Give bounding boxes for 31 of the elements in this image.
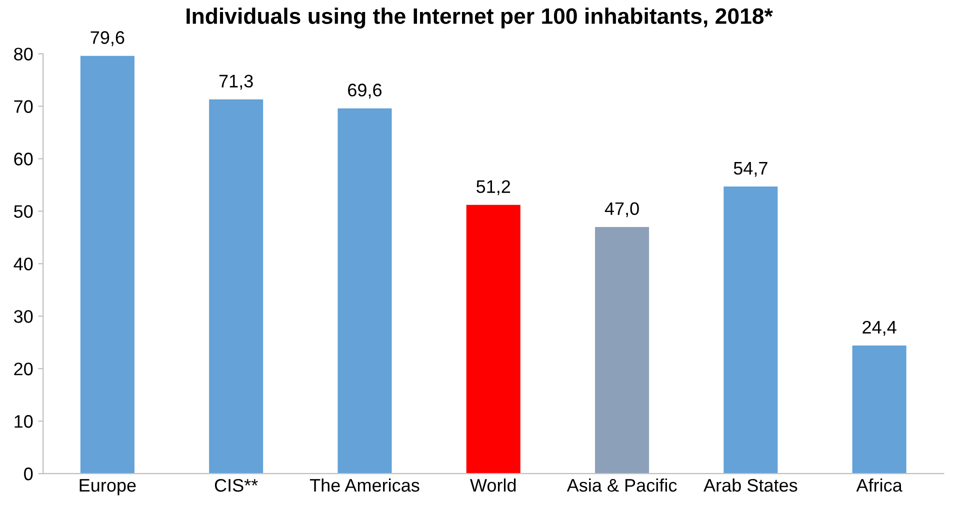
data-label: 71,3 [219,74,253,90]
x-tick-label: CIS** [214,478,258,492]
y-tick-label: 40 [14,258,33,270]
bar [338,108,392,474]
data-label: 51,2 [476,180,510,196]
bar [466,204,520,474]
x-tick-label: Europe [80,479,136,496]
data-label: 69,6 [348,84,382,99]
bar [724,186,778,474]
x-tick-label: Asia & Pacific [566,478,677,492]
y-tick-label: 60 [14,152,33,166]
data-label: 24,4 [862,320,896,336]
x-tick-label: The Americas [310,478,420,492]
x-tick-label: Arab States [704,478,798,492]
bar [209,99,264,474]
y-tick-label: 0 [24,468,33,480]
data-label: 54,7 [734,162,768,177]
y-tick-label: 50 [14,205,33,218]
bar [80,56,134,474]
x-tick-label: World [470,478,516,492]
bar [852,346,906,474]
bar [595,226,650,474]
y-tick-label: 70 [14,100,33,113]
chart-title: Individuals using the Internet per 100 inhabitants, 2018* [186,8,773,28]
y-tick-label: 30 [14,310,33,323]
y-tick-label: 80 [14,48,33,60]
y-tick-label: 10 [14,415,33,428]
y-tick-label: 20 [14,362,33,376]
x-tick-label: Africa [856,478,902,492]
data-label: 79,6 [90,31,124,46]
data-label: 47,0 [604,202,639,218]
